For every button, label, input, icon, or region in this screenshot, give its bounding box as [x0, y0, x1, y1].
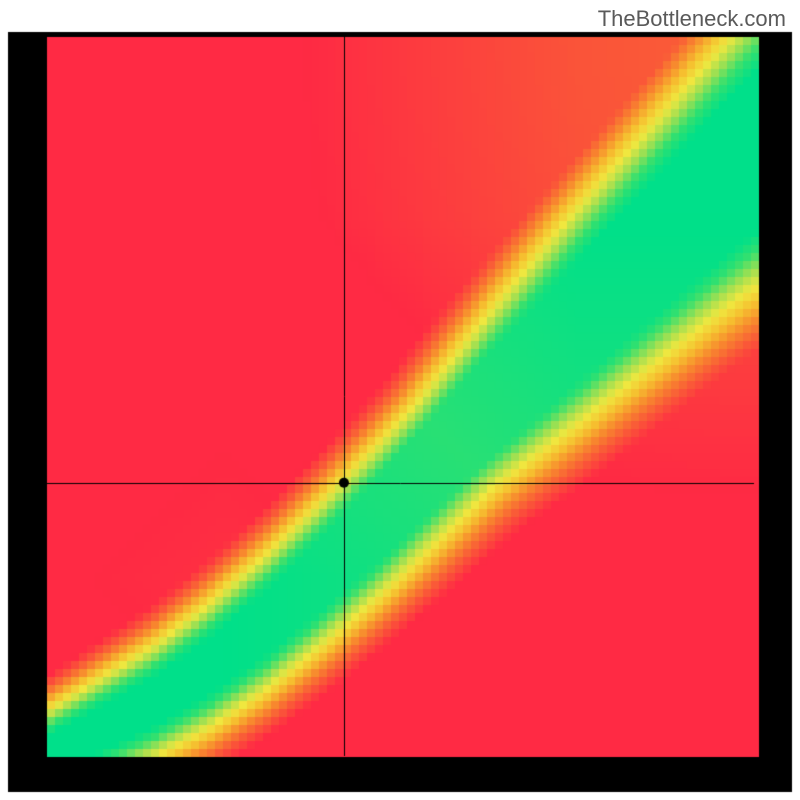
chart-frame: TheBottleneck.com — [0, 0, 800, 800]
bottleneck-heatmap — [0, 0, 800, 800]
watermark-text: TheBottleneck.com — [598, 6, 786, 32]
